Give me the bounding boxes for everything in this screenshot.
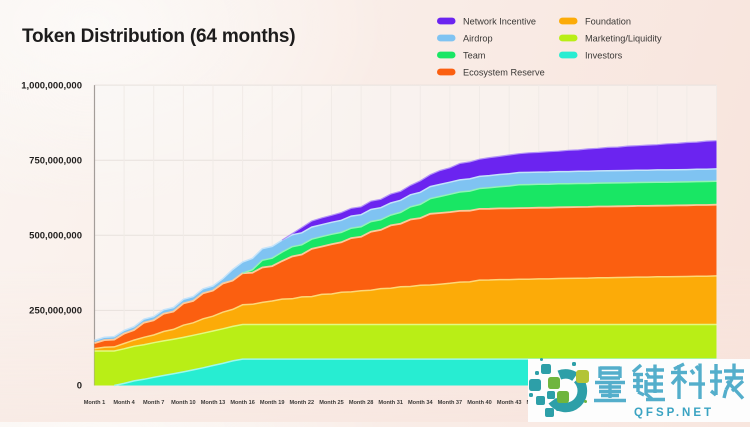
svg-text:Month 25: Month 25 [319,400,344,406]
svg-text:Month 28: Month 28 [349,400,374,406]
svg-text:Month 10: Month 10 [171,400,196,406]
svg-text:QFSP.NET: QFSP.NET [634,407,714,419]
svg-text:Month 7: Month 7 [143,400,164,406]
svg-text:Team: Team [463,50,486,60]
svg-text:250,000,000: 250,000,000 [29,306,82,317]
svg-text:Investors: Investors [585,50,623,60]
svg-text:1,000,000,000: 1,000,000,000 [21,80,82,91]
svg-text:0: 0 [77,381,82,392]
svg-text:Month 37: Month 37 [438,400,463,406]
svg-text:Month 22: Month 22 [290,400,315,406]
svg-text:Marketing/Liquidity: Marketing/Liquidity [585,33,662,43]
svg-text:Month 31: Month 31 [378,400,403,406]
svg-text:Month 4: Month 4 [113,400,135,406]
svg-text:Month 34: Month 34 [408,400,433,406]
svg-text:Month 1: Month 1 [84,400,105,406]
svg-text:500,000,000: 500,000,000 [29,231,82,242]
svg-text:Month 16: Month 16 [230,400,255,406]
svg-text:Month 40: Month 40 [467,400,492,406]
svg-text:Month 13: Month 13 [201,400,226,406]
svg-text:Foundation: Foundation [585,16,631,26]
svg-text:Ecosystem Reserve: Ecosystem Reserve [463,67,545,77]
svg-text:Network Incentive: Network Incentive [463,16,536,26]
svg-text:Month 43: Month 43 [497,400,522,406]
svg-text:750,000,000: 750,000,000 [29,155,82,166]
svg-text:Airdrop: Airdrop [463,33,493,43]
svg-text:Month 19: Month 19 [260,400,285,406]
svg-text:Token Distribution (64 months): Token Distribution (64 months) [22,26,295,47]
